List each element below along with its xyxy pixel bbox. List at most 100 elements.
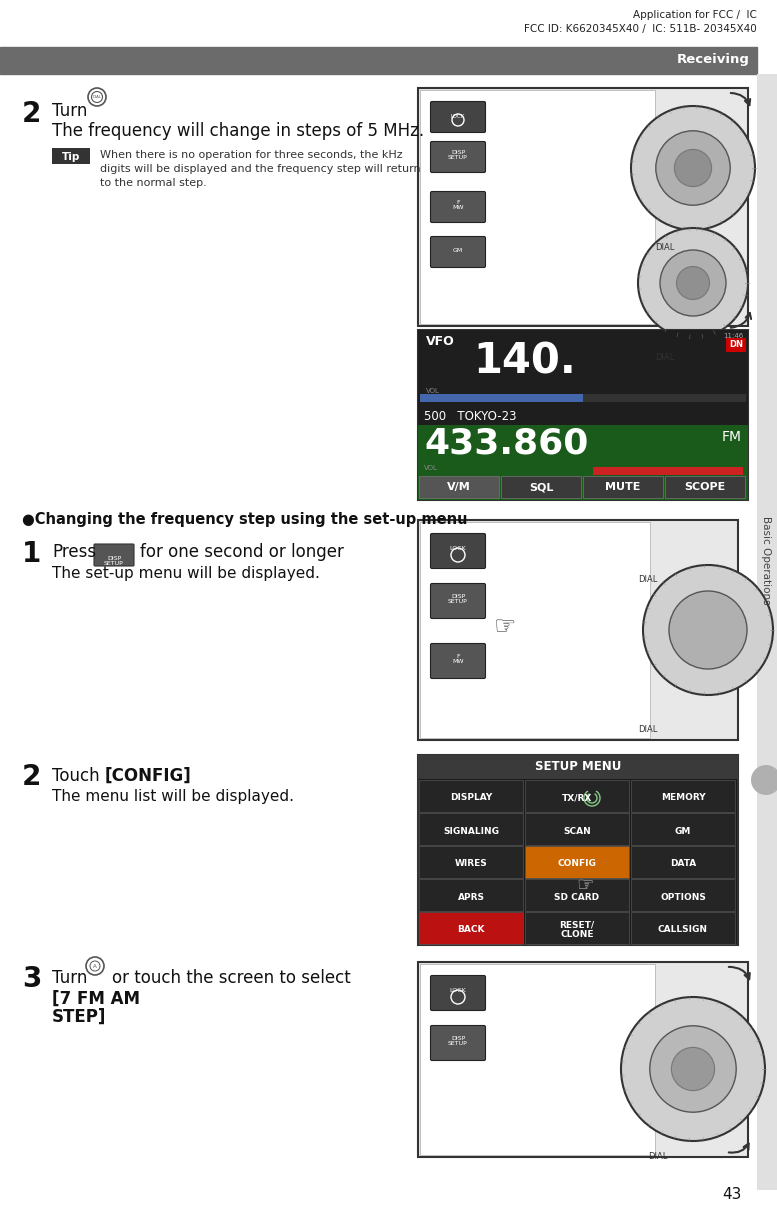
Text: MUTE: MUTE — [605, 482, 641, 492]
Bar — [418, 520, 738, 740]
Text: VFO: VFO — [426, 335, 455, 349]
Text: LOCK: LOCK — [450, 546, 466, 551]
Text: A: A — [93, 964, 97, 968]
FancyBboxPatch shape — [430, 1025, 486, 1060]
Circle shape — [638, 228, 748, 338]
Circle shape — [677, 267, 709, 299]
Text: Application for FCC /  IC: Application for FCC / IC — [633, 10, 757, 21]
Text: APRS: APRS — [458, 892, 485, 902]
Bar — [419, 476, 499, 498]
Text: 433.860: 433.860 — [424, 427, 588, 461]
Bar — [525, 879, 629, 911]
Text: SETUP MENU: SETUP MENU — [535, 760, 621, 773]
Circle shape — [656, 130, 730, 205]
Text: DIAL: DIAL — [655, 242, 674, 252]
Bar — [52, 148, 90, 164]
Circle shape — [671, 1047, 715, 1090]
Text: to the normal step.: to the normal step. — [100, 178, 207, 188]
Bar — [418, 88, 748, 326]
Text: 2: 2 — [22, 763, 41, 791]
Text: F
MW: F MW — [452, 200, 464, 210]
Text: 3: 3 — [22, 965, 41, 993]
Text: CALLSIGN: CALLSIGN — [658, 925, 708, 935]
Text: DATA: DATA — [670, 860, 696, 868]
Bar — [631, 845, 735, 878]
Text: digits will be displayed and the frequency step will return: digits will be displayed and the frequen… — [100, 164, 420, 174]
Text: Tip: Tip — [62, 152, 80, 162]
Text: DISP
SETUP: DISP SETUP — [448, 1036, 468, 1046]
FancyBboxPatch shape — [430, 976, 486, 1011]
Bar — [757, 74, 777, 1190]
Bar — [525, 780, 629, 812]
Text: DIAL: DIAL — [655, 353, 674, 362]
Text: FCC ID: K6620345X40 /  IC: 511B- 20345X40: FCC ID: K6620345X40 / IC: 511B- 20345X40 — [524, 24, 757, 34]
Bar — [420, 394, 583, 402]
Text: V/M: V/M — [447, 482, 471, 492]
Text: SIGNALING: SIGNALING — [443, 826, 499, 836]
Bar — [418, 755, 738, 779]
FancyBboxPatch shape — [94, 544, 134, 566]
Text: 140.: 140. — [473, 340, 576, 382]
Text: 2: 2 — [22, 100, 41, 128]
Text: DISP
SETUP: DISP SETUP — [448, 150, 468, 160]
Bar — [593, 467, 743, 475]
Text: SD CARD: SD CARD — [555, 892, 600, 902]
Text: [7 FM AM: [7 FM AM — [52, 990, 140, 1008]
Bar — [418, 425, 748, 500]
Text: F
MW: F MW — [452, 654, 464, 665]
Text: Basic Operations: Basic Operations — [761, 516, 771, 604]
Text: DIAL: DIAL — [92, 95, 102, 99]
Text: CONFIG: CONFIG — [558, 860, 597, 868]
Circle shape — [660, 250, 726, 316]
Bar — [631, 780, 735, 812]
Text: for one second or longer: for one second or longer — [140, 543, 344, 561]
Text: DISP
SETUP: DISP SETUP — [448, 593, 468, 604]
Text: or touch the screen to select: or touch the screen to select — [112, 968, 350, 987]
Bar — [525, 845, 629, 878]
Bar — [525, 813, 629, 845]
Circle shape — [643, 564, 773, 695]
Text: OPTIONS: OPTIONS — [660, 892, 706, 902]
Text: LOCK: LOCK — [451, 115, 465, 119]
Bar — [418, 330, 748, 500]
Text: GM: GM — [674, 826, 692, 836]
Bar — [418, 962, 748, 1157]
FancyBboxPatch shape — [430, 141, 486, 172]
Text: The menu list will be displayed.: The menu list will be displayed. — [52, 789, 294, 804]
Bar — [525, 912, 629, 944]
Circle shape — [669, 591, 747, 669]
FancyBboxPatch shape — [430, 101, 486, 133]
Circle shape — [650, 1026, 736, 1112]
Bar — [583, 476, 663, 498]
FancyBboxPatch shape — [430, 236, 486, 268]
Bar — [419, 780, 523, 812]
Bar — [420, 522, 650, 738]
Text: [CONFIG]: [CONFIG] — [105, 767, 192, 785]
Text: Turn: Turn — [52, 103, 87, 121]
FancyBboxPatch shape — [430, 644, 486, 679]
Circle shape — [751, 765, 777, 795]
Text: Receiving: Receiving — [677, 53, 750, 66]
Text: ☞: ☞ — [577, 876, 594, 895]
Text: VOL: VOL — [426, 388, 440, 394]
Text: 43: 43 — [723, 1187, 742, 1202]
Text: DISP
SETUP: DISP SETUP — [104, 556, 124, 567]
Bar — [631, 912, 735, 944]
Text: The set-up menu will be displayed.: The set-up menu will be displayed. — [52, 566, 320, 581]
Text: FM: FM — [722, 431, 742, 444]
Text: Press: Press — [52, 543, 96, 561]
Circle shape — [674, 150, 712, 187]
Bar — [419, 813, 523, 845]
Text: DN: DN — [729, 340, 743, 349]
Text: When there is no operation for three seconds, the kHz: When there is no operation for three sec… — [100, 150, 402, 160]
Text: BACK: BACK — [457, 925, 485, 935]
Text: 11:46: 11:46 — [723, 333, 743, 339]
Bar — [419, 879, 523, 911]
Text: 1: 1 — [22, 540, 41, 568]
Bar — [420, 90, 655, 324]
Text: GM: GM — [453, 247, 463, 252]
Text: SCOPE: SCOPE — [685, 482, 726, 492]
Text: VOL: VOL — [424, 466, 438, 472]
Text: 500   TOKYO-23: 500 TOKYO-23 — [424, 410, 517, 423]
FancyBboxPatch shape — [430, 533, 486, 568]
